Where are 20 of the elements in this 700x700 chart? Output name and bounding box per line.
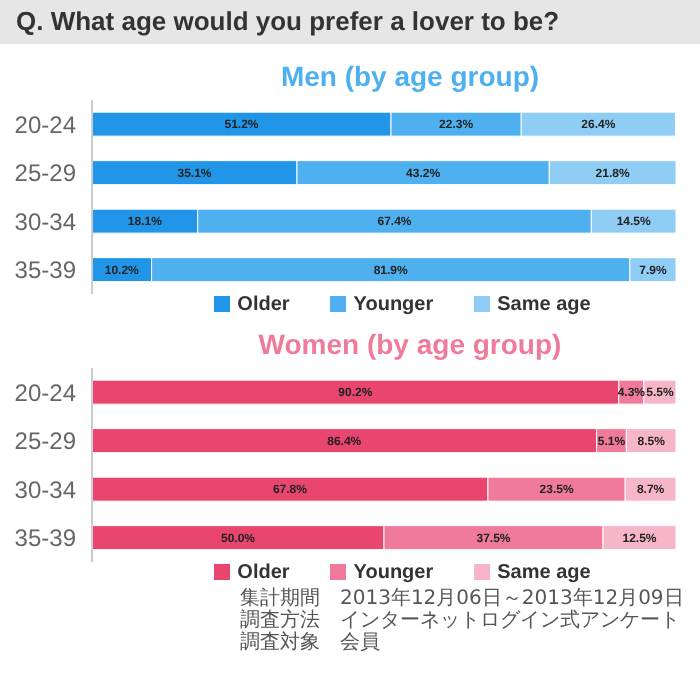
text: 集計期間 2013年12月06日～2013年12月09日 [240,588,686,610]
legend-label: Older [237,562,290,584]
legend-label: Same age [497,562,591,584]
y-tick-label: 25-29 [14,427,77,456]
legend-label: Same age [497,294,591,316]
text: 調査対象 会員 [240,632,382,654]
y-tick-label: 35-39 [14,524,77,553]
y-tick-label: 30-34 [14,207,77,236]
y-tick-label: 20-24 [14,378,77,407]
legend-label: Older [237,294,290,316]
y-tick-label: 35-39 [14,256,77,285]
chart-subtitle: Men (by age group) [278,58,542,96]
y-tick-label: 25-29 [14,159,77,188]
y-tick-label: 20-24 [14,110,77,139]
legend-label: Younger [353,562,434,584]
text: 調査方法 インターネットログイン式アンケート [240,610,682,632]
y-tick-label: 30-34 [14,475,77,504]
chart-subtitle: Women (by age group) [256,326,564,364]
chart-title: Q. What age would you prefer a lover to be? [0,0,700,44]
legend-label: Younger [353,294,434,316]
